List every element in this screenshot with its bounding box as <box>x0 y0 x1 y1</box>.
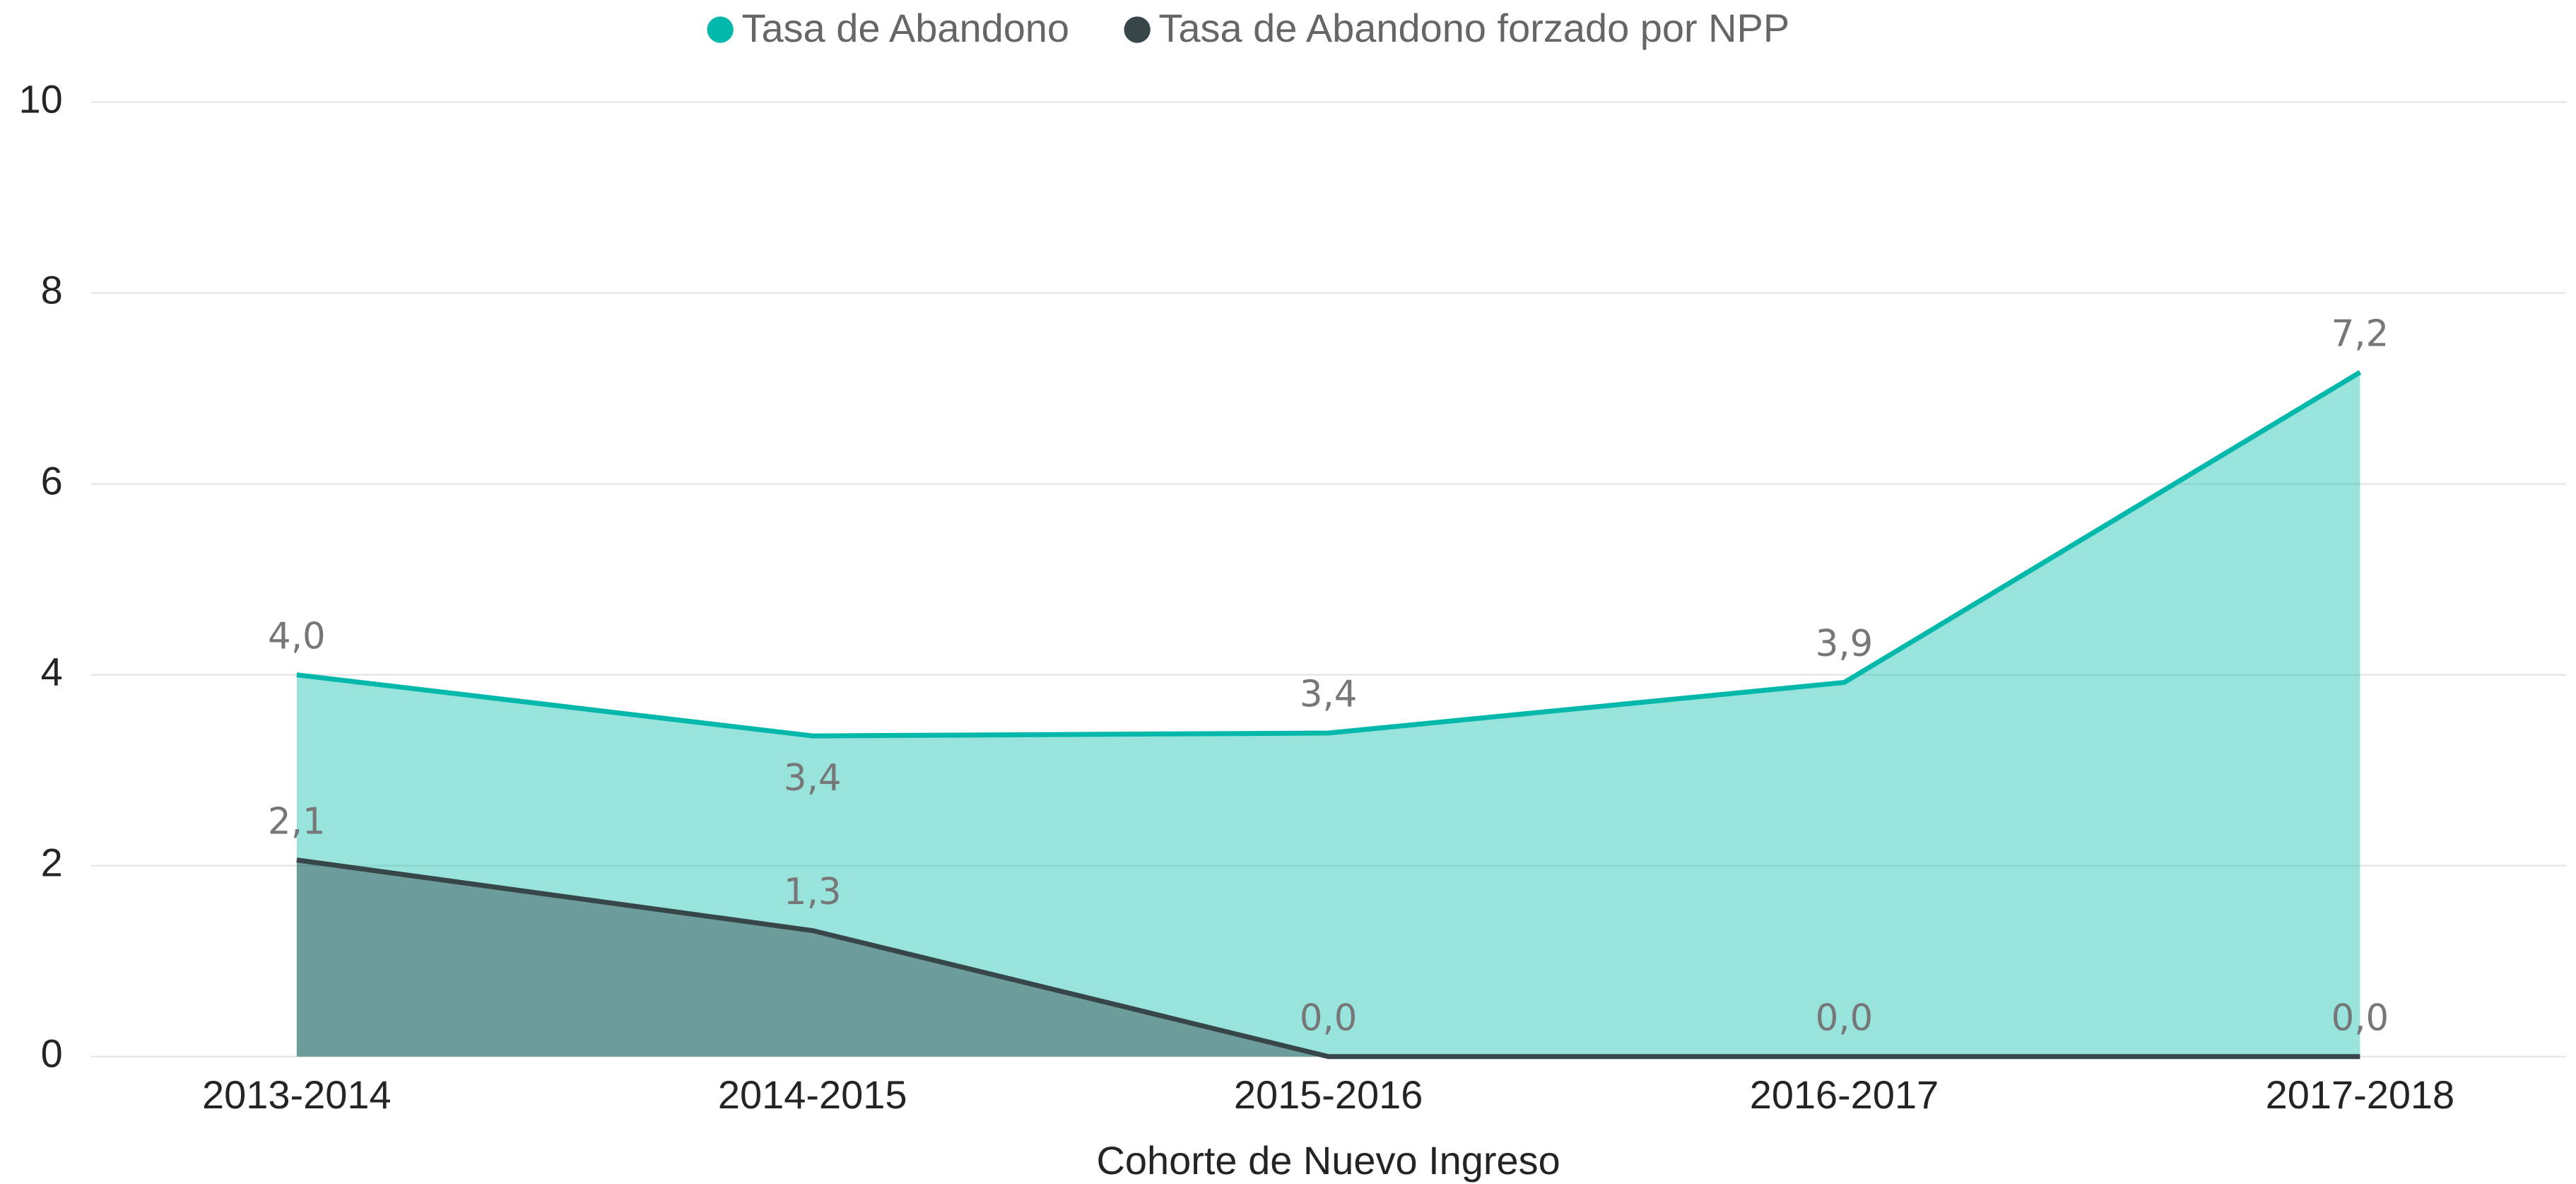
area <box>296 372 2360 1057</box>
data-label: 4,0 <box>268 615 326 657</box>
data-label: 3,4 <box>784 757 842 799</box>
data-label: 3,4 <box>1300 674 1358 716</box>
y-tick-label: 8 <box>41 267 63 312</box>
y-tick-label: 10 <box>18 76 62 121</box>
legend-marker <box>1124 16 1151 43</box>
x-tick-label: 2016-2017 <box>1750 1072 1939 1117</box>
legend-marker <box>707 16 734 43</box>
y-tick-label: 4 <box>41 649 63 693</box>
y-tick-label: 6 <box>41 458 63 503</box>
legend-label: Tasa de Abandono <box>741 6 1069 50</box>
data-label: 7,2 <box>2331 312 2389 355</box>
x-tick-label: 2017-2018 <box>2266 1072 2455 1117</box>
legend-label: Tasa de Abandono forzado por NPP <box>1158 6 1789 50</box>
line <box>296 370 2362 739</box>
data-label: 3,9 <box>1816 623 1874 665</box>
data-label: 0,0 <box>1816 997 1874 1039</box>
data-label: 1,3 <box>784 871 842 913</box>
x-axis-title: Cohorte de Nuevo Ingreso <box>1096 1138 1560 1183</box>
data-label: 0,0 <box>2331 997 2389 1039</box>
area <box>296 860 2360 1057</box>
line <box>296 857 2360 1060</box>
y-tick-label: 0 <box>41 1031 63 1076</box>
y-tick-label: 2 <box>41 840 63 884</box>
data-label: 2,1 <box>268 800 326 843</box>
x-tick-label: 2014-2015 <box>718 1072 907 1117</box>
x-tick-label: 2013-2014 <box>202 1072 392 1117</box>
data-label: 0,0 <box>1300 997 1358 1039</box>
x-tick-label: 2015-2016 <box>1234 1072 1423 1117</box>
